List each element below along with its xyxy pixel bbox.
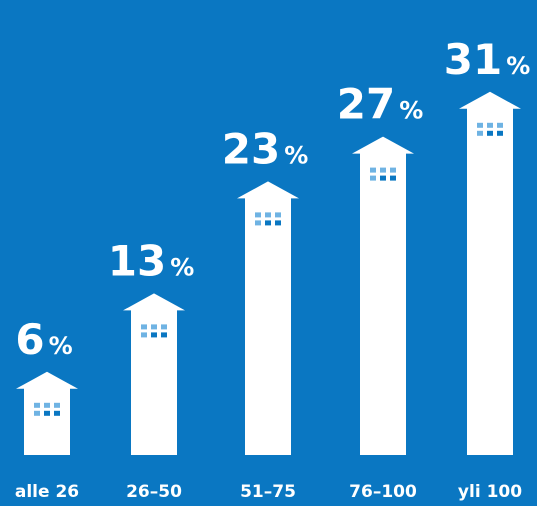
building-window — [275, 220, 281, 226]
building-window — [44, 410, 50, 416]
building-window — [380, 167, 386, 173]
building-window — [151, 332, 157, 338]
data-label: 6% — [15, 315, 72, 364]
bar-roof — [459, 91, 521, 109]
building-window — [255, 220, 261, 226]
category-label: 51–75 — [240, 482, 296, 502]
building-window — [497, 130, 503, 136]
building-window — [141, 324, 147, 330]
building-window — [275, 212, 281, 218]
category-label: 76–100 — [349, 482, 417, 502]
building-window — [151, 324, 157, 330]
building-window — [54, 410, 60, 416]
bar-roof — [123, 293, 185, 311]
data-label: 27% — [337, 80, 424, 129]
data-label-unit: % — [170, 253, 194, 281]
building-window — [255, 212, 261, 218]
data-label: 31% — [444, 35, 531, 84]
data-label: 13% — [108, 236, 195, 285]
building-window — [54, 402, 60, 408]
building-window — [390, 167, 396, 173]
building-window — [265, 212, 271, 218]
bar-roof — [352, 136, 414, 154]
data-label-value: 27 — [337, 80, 395, 129]
building-window — [497, 122, 503, 128]
bar — [24, 387, 70, 455]
data-label-unit: % — [506, 52, 530, 80]
data-label: 23% — [222, 124, 309, 173]
category-label: 26–50 — [126, 482, 182, 502]
building-window — [265, 220, 271, 226]
building-window — [487, 130, 493, 136]
building-window — [487, 122, 493, 128]
data-label-value: 13 — [108, 236, 166, 285]
bar-roof — [16, 371, 78, 389]
building-window — [477, 130, 483, 136]
bar — [245, 197, 291, 455]
data-label-value: 31 — [444, 35, 502, 84]
building-window — [370, 167, 376, 173]
building-window — [161, 332, 167, 338]
category-label: alle 26 — [15, 482, 79, 502]
building-window — [161, 324, 167, 330]
building-window — [44, 402, 50, 408]
data-label-unit: % — [49, 332, 73, 360]
category-label: yli 100 — [458, 482, 522, 502]
building-window — [370, 175, 376, 181]
data-label-unit: % — [284, 141, 308, 169]
building-window — [380, 175, 386, 181]
data-label-value: 23 — [222, 124, 280, 173]
data-label-unit: % — [399, 97, 423, 125]
building-window — [141, 332, 147, 338]
building-window — [477, 122, 483, 128]
building-window — [34, 402, 40, 408]
bar-roof — [237, 181, 299, 199]
building-window — [390, 175, 396, 181]
building-window — [34, 410, 40, 416]
bar — [360, 152, 406, 455]
data-label-value: 6 — [15, 315, 44, 364]
bar — [467, 107, 513, 456]
bar — [131, 309, 177, 455]
